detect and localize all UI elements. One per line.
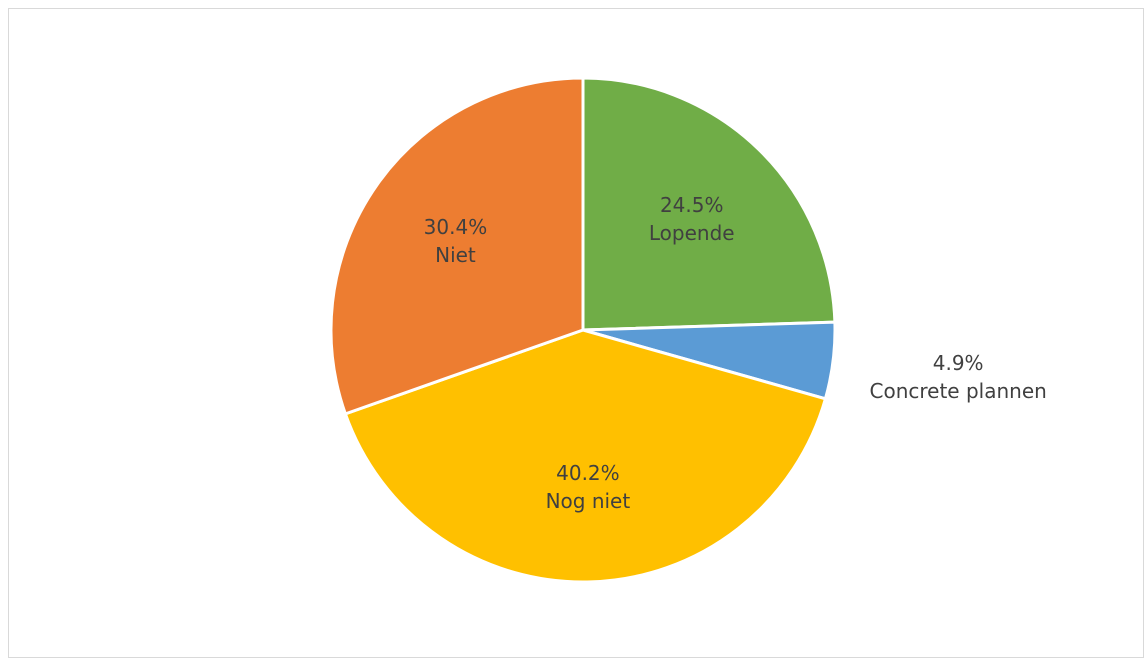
data-label-concrete-plannen: 4.9% Concrete plannen	[870, 351, 1047, 403]
data-label-value: 30.4%	[424, 215, 488, 239]
data-label-category: Nog niet	[546, 489, 631, 513]
data-label-category: Lopende	[649, 221, 735, 245]
data-label-category: Niet	[435, 243, 476, 267]
data-label-category: Concrete plannen	[870, 379, 1047, 403]
data-label-value: 4.9%	[933, 351, 984, 375]
data-label-value: 24.5%	[660, 193, 724, 217]
data-label-value: 40.2%	[556, 461, 620, 485]
